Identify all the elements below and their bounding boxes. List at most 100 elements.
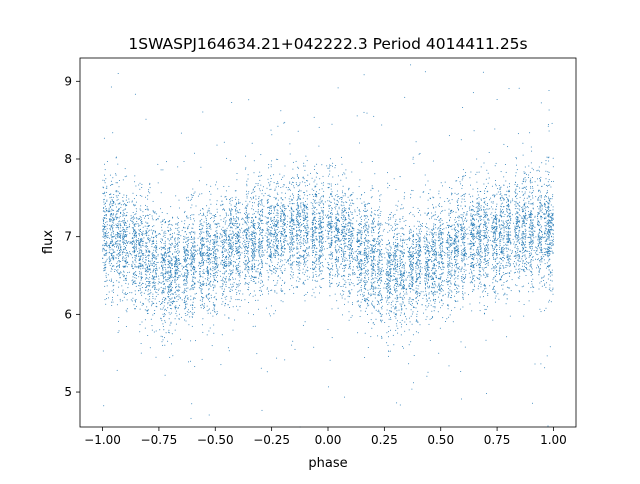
data-point <box>243 220 245 222</box>
data-point <box>125 292 126 294</box>
data-point <box>358 231 360 233</box>
data-point <box>236 233 238 235</box>
data-point <box>368 277 370 279</box>
data-point <box>175 305 177 307</box>
data-point <box>201 215 203 217</box>
data-point <box>138 271 140 273</box>
data-point <box>253 255 255 257</box>
data-point <box>193 288 195 290</box>
data-point <box>171 268 173 269</box>
data-point <box>206 224 208 226</box>
data-point <box>281 234 283 236</box>
data-point <box>238 236 240 238</box>
data-point <box>261 275 263 277</box>
data-point <box>359 240 361 242</box>
data-point <box>124 252 126 253</box>
data-point <box>119 250 120 251</box>
data-point <box>277 226 279 228</box>
data-point <box>303 258 304 260</box>
data-point <box>261 246 263 248</box>
data-point <box>297 264 299 265</box>
data-point <box>267 239 269 240</box>
data-point <box>275 310 276 312</box>
data-point <box>229 209 231 211</box>
data-point <box>192 238 194 240</box>
data-point <box>329 279 331 281</box>
data-point <box>164 259 166 261</box>
data-point <box>148 230 150 232</box>
data-point <box>283 251 285 253</box>
data-point <box>163 297 165 298</box>
data-point <box>296 258 298 259</box>
data-point <box>244 255 246 257</box>
data-point <box>113 233 114 235</box>
data-point <box>313 245 314 247</box>
data-point <box>341 230 343 231</box>
data-point <box>151 329 153 331</box>
data-point <box>336 219 338 221</box>
data-point <box>274 256 276 258</box>
data-point <box>235 248 237 250</box>
data-point <box>276 220 278 222</box>
data-point <box>216 211 218 213</box>
data-point <box>306 220 308 222</box>
data-point <box>148 260 150 261</box>
data-point <box>102 230 104 232</box>
data-point <box>225 232 227 234</box>
data-point <box>252 236 254 237</box>
data-point <box>183 284 185 286</box>
data-point <box>141 234 143 236</box>
data-point <box>328 246 330 248</box>
data-point <box>316 183 318 185</box>
data-point <box>189 232 191 234</box>
data-point <box>283 245 285 246</box>
data-point <box>336 227 338 229</box>
data-point <box>248 191 250 193</box>
data-point <box>184 297 186 299</box>
data-point <box>252 252 253 254</box>
data-point <box>117 232 119 234</box>
data-point <box>140 343 142 344</box>
data-point <box>215 263 217 265</box>
data-point <box>365 273 367 275</box>
data-point <box>172 217 174 219</box>
data-point <box>361 272 363 274</box>
data-point <box>258 175 259 177</box>
data-point <box>244 231 246 233</box>
data-point <box>170 271 171 273</box>
data-point <box>231 270 233 272</box>
data-point <box>142 257 144 259</box>
data-point <box>266 222 268 224</box>
data-point <box>281 253 283 255</box>
data-point <box>117 194 119 196</box>
data-point <box>119 243 121 245</box>
data-point <box>330 254 332 256</box>
data-point <box>270 270 272 272</box>
data-point <box>280 218 282 219</box>
data-point <box>319 212 321 214</box>
data-point <box>116 266 118 268</box>
data-point <box>168 240 170 242</box>
data-point <box>237 232 239 234</box>
data-point <box>347 301 349 303</box>
data-point <box>134 299 136 301</box>
data-point <box>281 243 282 245</box>
data-point <box>167 224 169 226</box>
data-point <box>215 266 217 267</box>
data-point <box>251 142 253 144</box>
data-point <box>357 259 359 260</box>
data-point <box>212 304 214 306</box>
data-point <box>162 269 164 271</box>
data-point <box>139 182 141 184</box>
data-point <box>254 237 256 239</box>
data-point <box>207 254 209 255</box>
data-point <box>167 302 169 303</box>
data-point <box>253 279 254 280</box>
data-point <box>191 197 193 198</box>
data-point <box>291 234 293 236</box>
data-point <box>147 237 149 238</box>
data-point <box>290 198 292 200</box>
data-point <box>144 232 146 234</box>
data-point <box>145 269 147 271</box>
data-point <box>248 230 250 232</box>
